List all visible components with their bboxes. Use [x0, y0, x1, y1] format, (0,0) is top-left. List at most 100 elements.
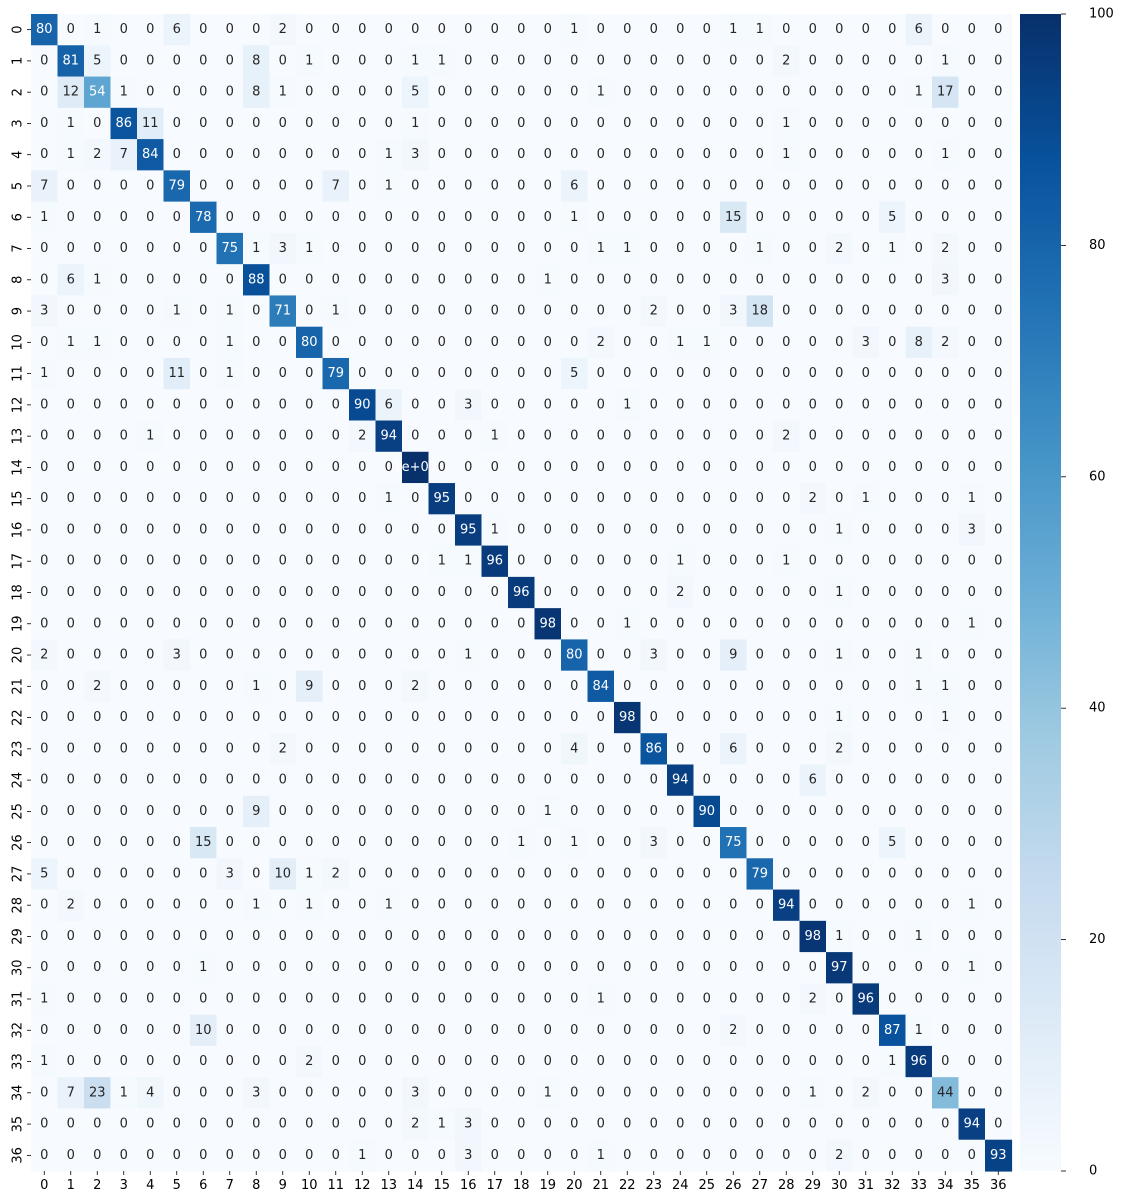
cell-value-label: 0: [93, 866, 101, 881]
cell-value-label: 0: [623, 210, 631, 225]
heatmap-cell: [190, 326, 218, 359]
cell-value-label: 0: [305, 1023, 313, 1038]
cell-value-label: 0: [544, 1023, 552, 1038]
cell-value-label: 0: [570, 616, 578, 631]
x-tick-label: 36: [990, 1178, 1007, 1193]
cell-value-label: 0: [67, 741, 75, 756]
cell-value-label: 0: [809, 272, 817, 287]
heatmap-cell: [375, 76, 403, 109]
heatmap-cell: [455, 420, 483, 453]
cell-value-label: 0: [199, 1148, 207, 1163]
cell-value-label: 0: [915, 397, 923, 412]
cell-value-label: 0: [915, 554, 923, 569]
cell-value-label: 0: [862, 929, 870, 944]
cell-value-label: 0: [782, 1117, 790, 1132]
heatmap-cell: [428, 389, 456, 422]
cell-value-label: 0: [570, 554, 578, 569]
heatmap-cell: [163, 389, 191, 422]
heatmap-cell: [826, 107, 854, 140]
cell-value-label: 0: [782, 1085, 790, 1100]
heatmap-cell: [402, 45, 430, 78]
cell-value-label: 0: [835, 22, 843, 37]
cell-value-label: 0: [385, 53, 393, 68]
cell-value-label: 0: [40, 960, 48, 975]
cell-value-label: 0: [968, 773, 976, 788]
heatmap-cell: [614, 420, 642, 453]
cell-value-label: 3: [411, 1085, 419, 1100]
cell-value-label: 0: [199, 929, 207, 944]
cell-value-label: 0: [968, 585, 976, 600]
cell-value-label: 0: [411, 241, 419, 256]
x-tick-label: 30: [831, 1178, 848, 1193]
heatmap-cell: [667, 14, 695, 46]
cell-value-label: 0: [650, 335, 658, 350]
cell-value-label: 0: [915, 741, 923, 756]
heatmap-cell: [322, 357, 350, 390]
cell-value-label: 0: [623, 960, 631, 975]
cell-value-label: 0: [40, 554, 48, 569]
y-tick-label: 35: [11, 1116, 26, 1133]
heatmap-cell: [402, 264, 430, 297]
heatmap-cell: [587, 389, 615, 422]
cell-value-label: 0: [517, 992, 525, 1007]
cell-value-label: 0: [782, 866, 790, 881]
cell-value-label: 0: [358, 616, 366, 631]
heatmap-cell: [349, 201, 377, 234]
cell-value-label: 0: [570, 992, 578, 1007]
cell-value-label: 0: [915, 992, 923, 1007]
heatmap-cell: [667, 264, 695, 297]
heatmap-cell: [269, 357, 297, 390]
cell-value-label: 0: [358, 679, 366, 694]
cell-value-label: 0: [888, 304, 896, 319]
cell-value-label: 0: [438, 1054, 446, 1069]
cell-value-label: 0: [279, 898, 287, 913]
cell-value-label: 0: [199, 85, 207, 100]
cell-value-label: 1: [517, 835, 525, 850]
cell-value-label: 0: [226, 929, 234, 944]
cell-value-label: 2: [809, 491, 817, 506]
cell-value-label: 0: [517, 460, 525, 475]
cell-value-label: 0: [173, 1085, 181, 1100]
heatmap-cell: [375, 451, 403, 484]
cell-value-label: 0: [226, 210, 234, 225]
cell-value-label: 0: [279, 679, 287, 694]
cell-value-label: 0: [570, 1023, 578, 1038]
cell-value-label: 0: [835, 491, 843, 506]
heatmap-cell: [985, 14, 1013, 46]
cell-value-label: 0: [703, 898, 711, 913]
cell-value-label: 0: [146, 397, 154, 412]
heatmap-cell: [958, 357, 986, 390]
cell-value-label: 0: [544, 460, 552, 475]
y-tick-label: 9: [11, 307, 26, 315]
cell-value-label: 0: [517, 616, 525, 631]
cell-value-label: 1: [941, 147, 949, 162]
cell-value-label: 0: [279, 960, 287, 975]
heatmap-cell: [826, 14, 854, 46]
heatmap-cell: [640, 170, 668, 203]
cell-value-label: 0: [491, 929, 499, 944]
cell-value-label: 87: [884, 1023, 901, 1038]
cell-value-label: 0: [279, 491, 287, 506]
heatmap-cell: [799, 76, 827, 109]
cell-value-label: 0: [835, 397, 843, 412]
heatmap-cell: [481, 201, 509, 234]
cell-value-label: 0: [888, 679, 896, 694]
cell-value-label: 0: [120, 616, 128, 631]
cell-value-label: 0: [491, 85, 499, 100]
cell-value-label: 0: [676, 85, 684, 100]
cell-value-label: 0: [173, 116, 181, 131]
cell-value-label: 0: [570, 85, 578, 100]
cell-value-label: 0: [199, 898, 207, 913]
heatmap-cell: [190, 14, 218, 46]
cell-value-label: 0: [888, 335, 896, 350]
cell-value-label: 0: [862, 835, 870, 850]
heatmap-cell: [296, 45, 324, 78]
heatmap-cell: [137, 357, 165, 390]
cell-value-label: 0: [385, 835, 393, 850]
cell-value-label: 0: [332, 53, 340, 68]
cell-value-label: 0: [438, 679, 446, 694]
cell-value-label: 0: [862, 22, 870, 37]
heatmap-cell: [720, 139, 748, 171]
cell-value-label: 0: [968, 116, 976, 131]
heatmap-cell: [322, 45, 350, 78]
